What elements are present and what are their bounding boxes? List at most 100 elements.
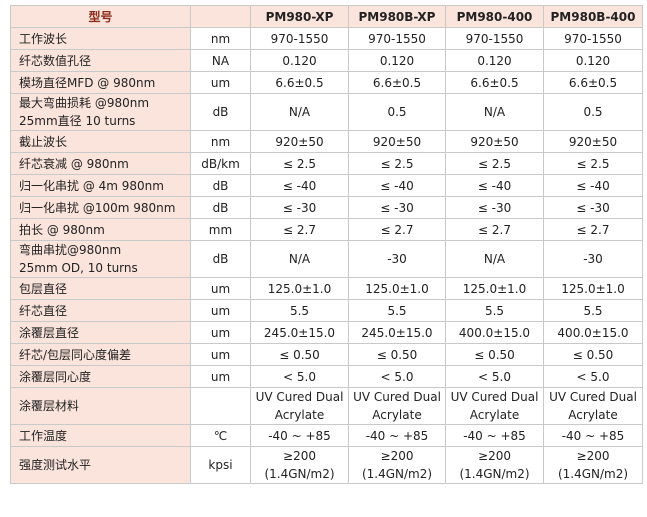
value-cell: 6.6±0.5 [543,71,643,94]
value-cell: 400.0±15.0 [445,321,544,344]
value-cell: N/A [250,93,349,131]
value-cell: ≤ 0.50 [250,343,349,366]
unit-cell [190,387,251,425]
table-row: 模场直径MFD @ 980nm um 6.6±0.5 6.6±0.5 6.6±0.5 6.… [10,71,643,94]
unit-cell: mm [190,218,251,241]
table-row: 最大弯曲损耗 @980nm 25mm直径 10 turns dB N/A 0.5 N/A… [10,93,643,131]
value-cell: 920±50 [250,130,349,153]
value-cell: 970-1550 [543,27,643,50]
value-cell: 400.0±15.0 [543,321,643,344]
unit-cell: um [190,71,251,94]
value-cell: 5.5 [543,299,643,322]
value-cell: -30 [543,240,643,278]
value-cell: ≤ 0.50 [348,343,446,366]
unit-cell: dB [190,93,251,131]
table-row: 截止波长 nm 920±50 920±50 920±50 920±50 [10,130,643,153]
value-cell: 5.5 [250,299,349,322]
table-row: 工作波长 nm 970-1550 970-1550 970-1550 970-1550 [10,27,643,50]
value-cell: ≤ 2.5 [543,152,643,175]
table-body: 工作波长 nm 970-1550 970-1550 970-1550 970-1550 纤芯… [10,27,643,484]
value-cell: ≤ 2.5 [250,152,349,175]
value-cell: ≤ 2.5 [445,152,544,175]
unit-cell: NA [190,49,251,72]
param-cell: 纤芯衰减 @ 980nm [10,152,191,175]
value-cell: 125.0±1.0 [543,277,643,300]
value-cell: < 5.0 [445,365,544,388]
value-cell: 970-1550 [445,27,544,50]
value-cell: 0.120 [348,49,446,72]
value-cell: 245.0±15.0 [250,321,349,344]
value-cell: 125.0±1.0 [250,277,349,300]
value-cell: 5.5 [348,299,446,322]
unit-cell: nm [190,27,251,50]
value-cell: -40 ~ +85 [348,424,446,447]
value-cell: < 5.0 [543,365,643,388]
header-row: 型号 PM980-XP PM980B-XP PM980-400 PM980B-400 [10,5,643,28]
value-cell: 125.0±1.0 [445,277,544,300]
unit-cell: um [190,277,251,300]
param-cell: 包层直径 [10,277,191,300]
table-row: 纤芯衰减 @ 980nm dB/km ≤ 2.5 ≤ 2.5 ≤ 2.5 ≤ 2.5 [10,152,643,175]
param-cell: 模场直径MFD @ 980nm [10,71,191,94]
value-cell: ≤ -30 [348,196,446,219]
param-cell: 归一化串扰 @ 4m 980nm [10,174,191,197]
value-cell: UV Cured Dual Acrylate [348,387,446,425]
unit-cell: um [190,343,251,366]
value-cell: 970-1550 [348,27,446,50]
value-cell: 920±50 [445,130,544,153]
table-row: 强度测试水平 kpsi ≥200 (1.4GN/m2) ≥200 (1.4GN/m2)… [10,446,643,484]
param-cell: 拍长 @ 980nm [10,218,191,241]
value-cell: ≤ 0.50 [543,343,643,366]
param-cell: 截止波长 [10,130,191,153]
value-cell: ≤ -30 [250,196,349,219]
value-cell: 0.5 [348,93,446,131]
value-cell: ≤ -40 [445,174,544,197]
param-cell: 纤芯直径 [10,299,191,322]
param-cell: 工作波长 [10,27,191,50]
param-cell: 归一化串扰 @100m 980nm [10,196,191,219]
value-cell: ≥200 (1.4GN/m2) [348,446,446,484]
table-row: 涂覆层同心度 um < 5.0 < 5.0 < 5.0 < 5.0 [10,365,643,388]
value-cell: 0.120 [543,49,643,72]
table-row: 工作温度 ℃ -40 ~ +85 -40 ~ +85 -40 ~ +85 -40 ~ +8… [10,424,643,447]
model-header: PM980-XP [250,5,349,28]
param-cell: 涂覆层材料 [10,387,191,425]
value-cell: 6.6±0.5 [445,71,544,94]
param-cell: 最大弯曲损耗 @980nm 25mm直径 10 turns [10,93,191,131]
header-cell [190,5,251,28]
value-cell: ≤ 2.5 [348,152,446,175]
unit-cell: kpsi [190,446,251,484]
table-row: 纤芯直径 um 5.5 5.5 5.5 5.5 [10,299,643,322]
value-cell: N/A [445,93,544,131]
value-cell: 970-1550 [250,27,349,50]
value-cell: ≤ 2.7 [250,218,349,241]
value-cell: UV Cured Dual Acrylate [445,387,544,425]
unit-cell: um [190,321,251,344]
value-cell: -40 ~ +85 [543,424,643,447]
table-row: 纤芯数值孔径 NA 0.120 0.120 0.120 0.120 [10,49,643,72]
value-cell: N/A [445,240,544,278]
param-cell: 涂覆层同心度 [10,365,191,388]
value-cell: 5.5 [445,299,544,322]
value-cell: ≤ 0.50 [445,343,544,366]
unit-cell: um [190,299,251,322]
model-header: PM980B-XP [348,5,446,28]
value-cell: ≤ 2.7 [445,218,544,241]
value-cell: ≤ 2.7 [543,218,643,241]
unit-cell: ℃ [190,424,251,447]
value-cell: 6.6±0.5 [348,71,446,94]
table-header: 型号 PM980-XP PM980B-XP PM980-400 PM980B-400 [10,5,643,28]
value-cell: -40 ~ +85 [445,424,544,447]
value-cell: < 5.0 [250,365,349,388]
value-cell: 125.0±1.0 [348,277,446,300]
param-cell: 涂覆层直径 [10,321,191,344]
value-cell: ≤ -30 [543,196,643,219]
value-cell: ≤ -40 [543,174,643,197]
spec-table: 型号 PM980-XP PM980B-XP PM980-400 PM980B-400 … [10,5,643,484]
value-cell: 6.6±0.5 [250,71,349,94]
table-row: 纤芯/包层同心度偏差 um ≤ 0.50 ≤ 0.50 ≤ 0.50 ≤ 0.50 [10,343,643,366]
param-cell: 工作温度 [10,424,191,447]
value-cell: 245.0±15.0 [348,321,446,344]
